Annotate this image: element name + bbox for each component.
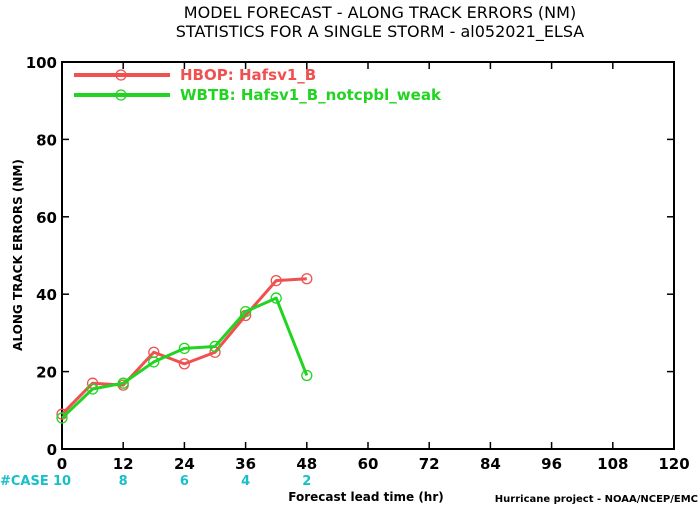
x-tick-label: 120 — [658, 455, 689, 473]
series-layer — [56, 273, 313, 424]
plot-frame — [61, 61, 675, 450]
x-tick-label: 96 — [541, 455, 562, 473]
legend: HBOP: Hafsv1_B WBTB: Hafsv1_B_notcpbl_wea… — [74, 66, 442, 104]
series-1-point — [270, 292, 282, 304]
legend-label-0: HBOP: Hafsv1_B — [180, 66, 316, 84]
y-tick-label: 100 — [26, 54, 57, 72]
footer-credit: Hurricane project - NOAA/NCEP/EMC — [495, 494, 698, 505]
y-tick-label: 20 — [36, 364, 57, 382]
case-count: 4 — [241, 474, 250, 489]
legend-marker-1 — [115, 89, 127, 101]
legend-label-1: WBTB: Hafsv1_B_notcpbl_weak — [180, 86, 442, 104]
case-label: #CASE — [0, 474, 49, 489]
series-1-point — [178, 342, 191, 355]
x-tick-label: 60 — [358, 455, 379, 473]
x-tick-label: 72 — [419, 455, 440, 473]
y-axis-label: ALONG TRACK ERRORS (NM) — [11, 159, 25, 351]
y-axis-ticks: 0 20 40 60 80 100 — [26, 54, 674, 459]
x-tick-label: 36 — [235, 455, 256, 473]
series-0-point — [301, 273, 313, 285]
chart-subtitle: STATISTICS FOR A SINGLE STORM - al052021… — [176, 22, 585, 42]
case-count: 8 — [119, 474, 128, 489]
y-tick-label: 40 — [36, 286, 57, 304]
x-tick-label: 12 — [113, 455, 134, 473]
chart-title: MODEL FORECAST - ALONG TRACK ERRORS (NM) — [184, 3, 576, 22]
series-1-point — [86, 383, 99, 395]
x-tick-label: 24 — [174, 455, 195, 473]
x-tick-label: 48 — [296, 455, 317, 473]
y-tick-label: 0 — [47, 441, 57, 459]
case-count: 2 — [302, 474, 311, 489]
series-1-point — [117, 377, 129, 389]
series-1-point — [148, 356, 160, 368]
x-axis-label: Forecast lead time (hr) — [288, 490, 444, 504]
x-tick-label: 108 — [597, 455, 628, 473]
x-tick-label: 0 — [57, 455, 67, 473]
series-1-point — [239, 305, 252, 318]
x-tick-label: 84 — [480, 455, 501, 473]
x-axis-ticks: 0 12 24 36 48 60 72 84 96 108 120 — [57, 62, 690, 473]
case-counts: #CASE 10 8 6 4 2 — [0, 474, 311, 489]
legend-marker-0 — [115, 69, 127, 81]
series-1-point — [56, 412, 68, 424]
y-tick-label: 80 — [36, 131, 57, 149]
case-count: 10 — [53, 474, 71, 489]
case-count: 6 — [180, 474, 189, 489]
series-0-point — [178, 358, 191, 370]
series-0-point — [270, 275, 282, 287]
y-tick-label: 60 — [36, 209, 57, 227]
series-1-point — [209, 340, 221, 353]
series-line-1 — [60, 296, 309, 420]
series-1-point — [301, 369, 313, 382]
series-line-0 — [60, 277, 307, 416]
